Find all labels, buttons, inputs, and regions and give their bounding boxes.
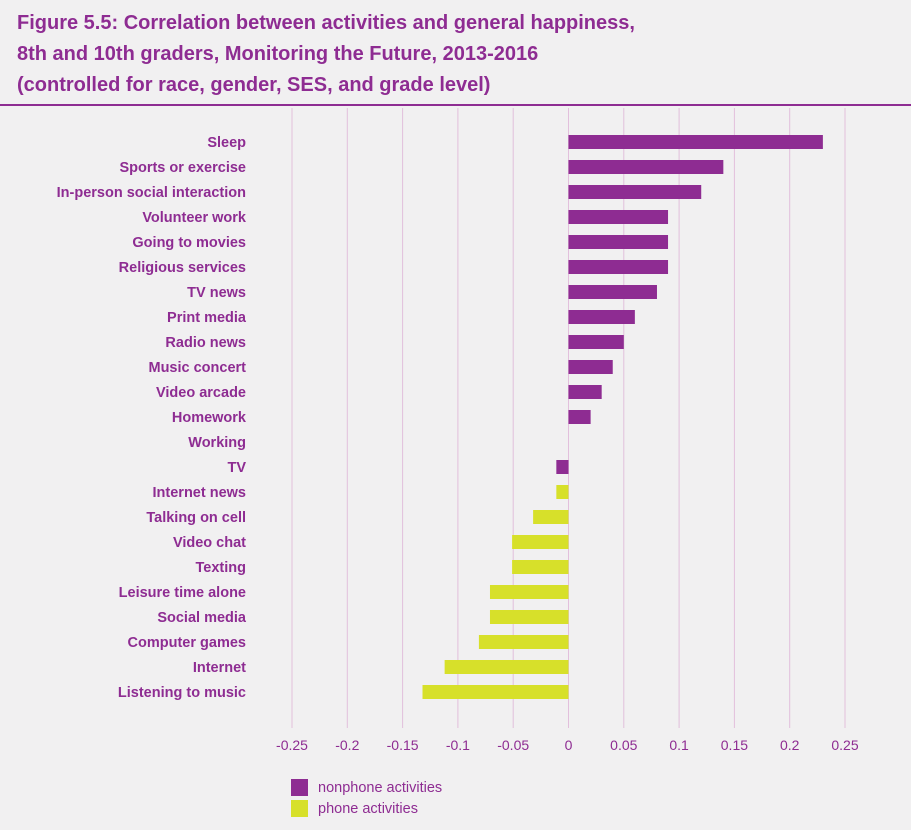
category-labels: Sleep Sports or exercise In-person social … [57,135,247,701]
x-tick-label: 0.15 [721,737,748,753]
title-line-2: 8th and 10th graders, Monitoring the Fut… [17,43,539,65]
bar [568,185,702,199]
category-label: Music concert [149,360,247,376]
category-label: Volunteer work [142,210,247,226]
bar [568,410,591,424]
legend-swatch-phone [291,800,308,817]
category-label: Homework [172,410,247,426]
bar [568,260,669,274]
bar [568,360,613,374]
x-tick-label: -0.05 [497,737,529,753]
x-tick-label: 0.25 [831,737,858,753]
legend-label-phone: phone activities [318,800,418,817]
bar [422,685,569,699]
bar [568,310,635,324]
bar [568,210,669,224]
bar [556,460,569,474]
grid-lines [291,108,846,728]
x-tick-label: 0.05 [610,737,637,753]
bar [568,285,657,299]
x-tick-label: -0.15 [387,737,419,753]
legend-item-phone: phone activities [291,798,442,819]
bar [478,635,569,649]
category-label: Computer games [128,635,246,651]
category-label: Sports or exercise [119,160,246,176]
category-label: Talking on cell [146,510,246,526]
title-line-3: (controlled for race, gender, SES, and g… [17,74,491,96]
bars [422,135,823,699]
category-label: Social media [157,610,247,626]
bar [489,610,569,624]
category-label: Radio news [165,335,246,351]
category-label: Print media [167,310,247,326]
title-divider [0,104,911,106]
x-tick-label: -0.25 [276,737,308,753]
x-tick-labels: -0.25 -0.2 -0.15 -0.1 -0.05 0 0.05 0.1 0.15 0.2 0.… [276,737,859,753]
category-label: Internet [193,660,246,676]
category-label: Leisure time alone [119,585,246,601]
bar [568,335,624,349]
category-label: Video chat [173,535,246,551]
category-label: TV news [187,285,246,301]
legend-label-nonphone: nonphone activities [318,779,443,796]
category-label: TV [227,460,246,476]
bar [533,510,569,524]
bar [444,660,569,674]
bar [489,585,569,599]
category-label: Video arcade [156,385,246,401]
bar [512,560,569,574]
legend-item-nonphone: nonphone activities [291,777,442,798]
bar [568,385,602,399]
category-label: In-person social interaction [57,185,246,201]
category-label: Texting [196,560,246,576]
x-tick-label: 0 [565,737,573,753]
category-label: Sleep [207,135,246,151]
x-tick-label: -0.1 [446,737,470,753]
category-label: Working [188,435,246,451]
x-tick-label: 0.2 [780,737,800,753]
bar [556,485,569,499]
bar [568,235,669,249]
bar [568,160,724,174]
legend-swatch-nonphone [291,779,308,796]
chart-title: Figure 5.5: Correlation between activiti… [17,8,897,101]
category-label: Listening to music [118,685,246,701]
bar-chart: Sleep Sports or exercise In-person social … [57,108,859,753]
x-tick-label: -0.2 [335,737,359,753]
category-label: Religious services [119,260,246,276]
bar [512,535,569,549]
category-label: Internet news [153,485,246,501]
legend: nonphone activities phone activities [291,777,442,819]
x-tick-label: 0.1 [669,737,689,753]
category-label: Going to movies [132,235,246,251]
title-line-1: Figure 5.5: Correlation between activiti… [17,12,635,34]
bar [568,135,823,149]
